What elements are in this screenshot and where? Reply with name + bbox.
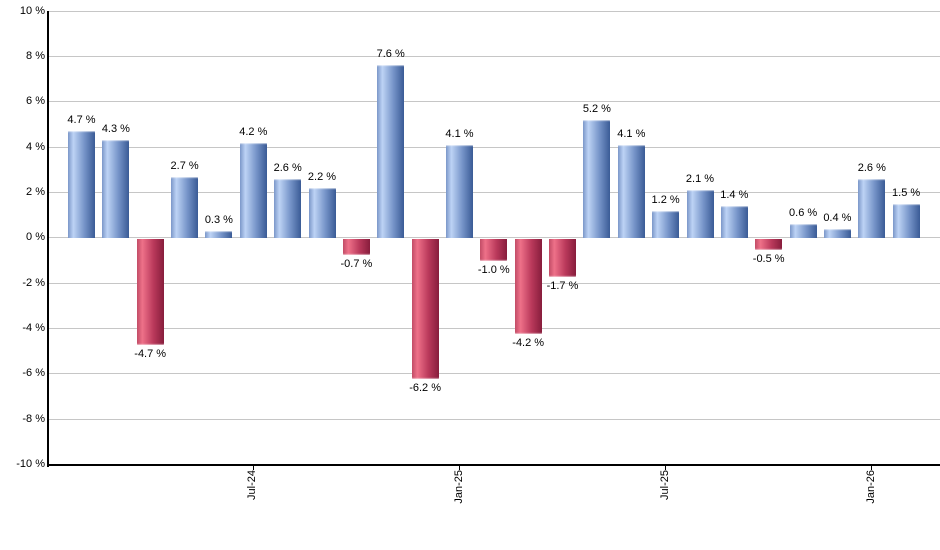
- bar-value-label: 0.3 %: [204, 213, 233, 226]
- bar-value-label: 1.2 %: [651, 193, 680, 206]
- bar-value-label: 2.2 %: [307, 170, 337, 183]
- bar-value-label: 5.2 %: [582, 102, 611, 115]
- x-axis-tick: [459, 463, 460, 470]
- bar: [652, 210, 680, 238]
- x-axis: [47, 463, 940, 466]
- gridline: [49, 55, 940, 57]
- bar-value-label: 4.2 %: [239, 125, 268, 138]
- y-axis-label: 2 %: [26, 185, 45, 198]
- bar: [377, 65, 405, 238]
- bar: [68, 131, 95, 238]
- bar-value-label: 2.6 %: [273, 161, 302, 174]
- bar-value-label: 0.4 %: [823, 211, 852, 224]
- bar: [411, 238, 439, 380]
- gridline: [49, 418, 940, 420]
- bar: [274, 178, 302, 238]
- bar-value-label: -0.5 %: [752, 253, 785, 266]
- bar-value-label: -1.0 %: [477, 264, 510, 277]
- x-axis-tick: [252, 463, 254, 470]
- gridline: [49, 327, 940, 329]
- bar-value-label: 1.5 %: [892, 186, 921, 199]
- bar-value-label: -4.7 %: [134, 348, 167, 361]
- y-axis: [47, 11, 49, 467]
- bar-value-label: 4.1 %: [445, 127, 474, 140]
- x-axis-tick: [871, 463, 873, 470]
- y-axis-label: 4 %: [26, 140, 45, 153]
- bar: [171, 176, 199, 238]
- y-axis-label: -10 %: [16, 458, 45, 470]
- bar-value-label: 2.7 %: [170, 159, 199, 172]
- bar: [446, 144, 473, 238]
- bar: [480, 238, 508, 262]
- bar-value-label: -4.2 %: [512, 337, 545, 349]
- gridline: [49, 237, 940, 239]
- bar: [308, 187, 336, 238]
- y-axis-label: 10 %: [19, 4, 45, 17]
- bar: [549, 238, 576, 278]
- x-axis-label: Jan-26: [864, 469, 877, 504]
- y-axis-label: -2 %: [22, 276, 45, 289]
- bar: [102, 140, 130, 238]
- gridline: [49, 101, 940, 103]
- bar-value-label: 4.3 %: [101, 123, 130, 136]
- x-axis-label: Jul-25: [658, 469, 671, 500]
- bar: [583, 119, 611, 238]
- bar: [136, 238, 164, 346]
- y-axis-label: -6 %: [22, 367, 45, 380]
- bar: [858, 178, 886, 238]
- x-axis-label: Jul-24: [246, 469, 259, 500]
- y-axis-label: -4 %: [22, 321, 45, 334]
- bar: [514, 238, 542, 334]
- x-axis-label: Jan-25: [452, 469, 465, 504]
- bar-value-label: -6.2 %: [409, 382, 441, 395]
- gridline: [49, 373, 940, 375]
- bar: [205, 230, 233, 238]
- y-axis-label: 6 %: [26, 95, 45, 108]
- bar-value-label: 0.6 %: [789, 207, 818, 220]
- bar-value-label: 4.7 %: [67, 114, 96, 127]
- bar-value-label: 2.6 %: [857, 161, 886, 174]
- bar-value-label: -0.7 %: [340, 257, 373, 270]
- y-axis-label: -8 %: [22, 412, 45, 425]
- gridline: [49, 146, 940, 148]
- bar: [755, 238, 783, 251]
- bar-value-label: 7.6 %: [376, 48, 405, 61]
- gridline: [49, 191, 940, 193]
- x-axis-tick: [665, 463, 667, 470]
- bar-value-label: 1.4 %: [720, 189, 749, 201]
- bar-value-label: 4.1 %: [617, 127, 646, 140]
- y-axis-label: 0 %: [26, 231, 45, 244]
- bar-value-label: -1.7 %: [546, 280, 579, 293]
- bar: [789, 224, 817, 238]
- bar-value-label: 2.1 %: [685, 173, 715, 186]
- bar: [720, 206, 748, 238]
- y-axis-label: 8 %: [26, 49, 45, 62]
- bar: [892, 203, 920, 238]
- gridline: [49, 282, 940, 284]
- bar: [823, 228, 851, 238]
- bar: [342, 238, 370, 255]
- gridline: [49, 10, 940, 12]
- bar: [686, 190, 714, 238]
- bar: [239, 142, 267, 238]
- bar: [617, 144, 645, 238]
